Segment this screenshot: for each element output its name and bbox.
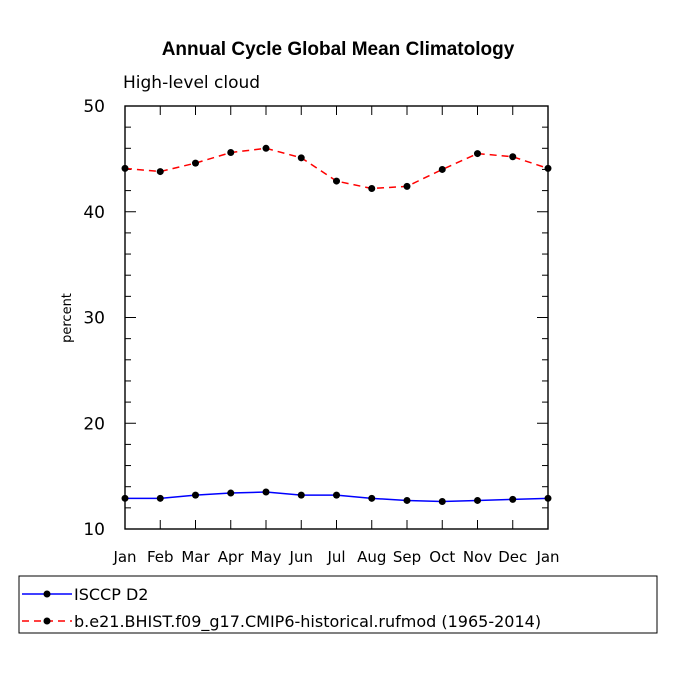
series-point-1 — [227, 149, 235, 157]
x-tick-label: Dec — [498, 548, 527, 566]
x-tick-label: Sep — [393, 548, 421, 566]
series-point-1 — [192, 159, 199, 167]
series-point-0 — [192, 491, 199, 499]
series-point-0 — [368, 494, 376, 502]
chart-title: Annual Cycle Global Mean Climatology — [162, 39, 515, 60]
legend-swatch-marker-isccp — [43, 590, 51, 598]
series-point-0 — [509, 495, 517, 503]
series-point-1 — [333, 177, 340, 185]
x-tick-label: Jun — [289, 548, 313, 566]
series-point-1 — [403, 182, 411, 190]
series-point-1 — [474, 150, 481, 158]
x-tick-label: Jul — [326, 548, 345, 566]
series-point-1 — [438, 165, 446, 173]
series-point-1 — [297, 154, 305, 162]
x-tick-label: Nov — [463, 548, 492, 566]
legend: ISCCP D2 b.e21.BHIST.f09_g17.CMIP6-histo… — [18, 575, 658, 634]
series-point-0 — [227, 489, 235, 497]
series-point-0 — [333, 491, 340, 499]
y-tick-label: 50 — [83, 97, 105, 117]
series-point-1 — [121, 164, 129, 172]
y-tick-label: 40 — [83, 203, 105, 223]
x-tick-labels: Jan Feb Mar Apr May Jun Jul Aug Sep Oct Nov Dec Jan — [112, 548, 559, 566]
plot-frame — [124, 105, 549, 530]
series-point-0 — [438, 498, 446, 506]
x-tick-label: Jan — [535, 548, 559, 566]
y-axis-label: percent — [60, 293, 75, 343]
series-point-1 — [368, 184, 376, 192]
series-point-0 — [544, 494, 552, 502]
series-point-1 — [262, 144, 270, 152]
series-point-0 — [156, 494, 164, 502]
y-tick-label: 10 — [83, 520, 105, 540]
y-tick-label: 20 — [83, 414, 105, 434]
series-point-0 — [121, 494, 129, 502]
y-tick-label: 30 — [83, 309, 105, 329]
legend-swatch-marker-model — [43, 617, 51, 625]
series-point-0 — [474, 496, 481, 504]
legend-box — [18, 575, 658, 634]
x-tick-label: Mar — [181, 548, 210, 566]
series-point-1 — [509, 153, 517, 161]
legend-label-model: b.e21.BHIST.f09_g17.CMIP6-historical.ruf… — [74, 612, 541, 632]
x-tick-label: Oct — [429, 548, 455, 566]
series-point-0 — [297, 491, 305, 499]
x-tick-label: Feb — [147, 548, 174, 566]
series-point-0 — [262, 488, 270, 496]
x-tick-label: Apr — [218, 548, 245, 566]
y-tick-labels: 10 20 30 40 50 — [83, 97, 105, 540]
x-tick-label: Aug — [357, 548, 386, 566]
series-layer — [121, 144, 552, 506]
x-tick-label: May — [250, 548, 281, 566]
series-point-1 — [544, 164, 552, 172]
legend-label-isccp: ISCCP D2 — [74, 585, 148, 604]
y-ticks — [125, 105, 548, 530]
series-point-0 — [403, 496, 411, 504]
x-ticks — [124, 106, 549, 529]
chart-subtitle: High-level cloud — [123, 73, 260, 93]
x-tick-label: Jan — [112, 548, 136, 566]
series-point-1 — [156, 168, 164, 176]
